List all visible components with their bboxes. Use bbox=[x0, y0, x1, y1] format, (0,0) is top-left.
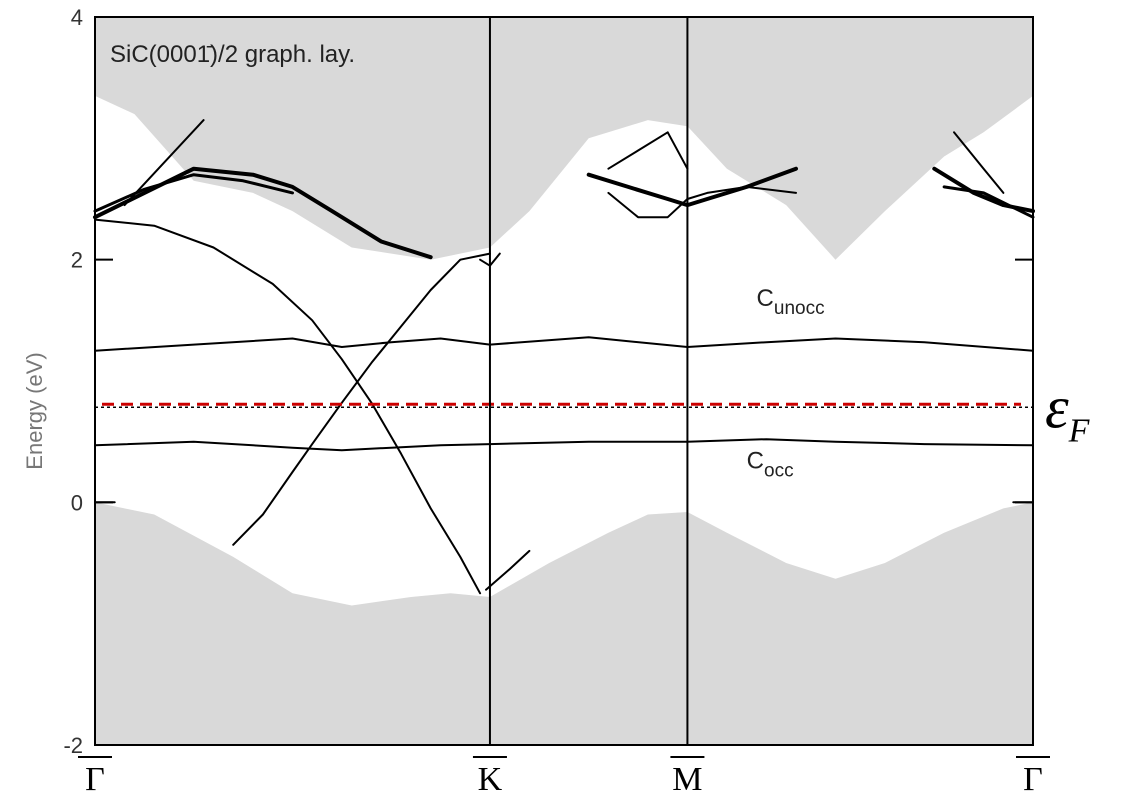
k-point-label: Γ bbox=[85, 761, 105, 798]
band-line-12 bbox=[607, 191, 689, 219]
axes bbox=[94, 16, 1034, 746]
band-line-15 bbox=[942, 185, 1035, 219]
band-annotation: Cunocc bbox=[757, 285, 825, 319]
band-line-6 bbox=[93, 173, 294, 213]
band-line-5 bbox=[93, 166, 433, 260]
band-line-13 bbox=[686, 185, 797, 200]
band-annotation: Cocc bbox=[747, 447, 794, 481]
y-axis-label: Energy (eV) bbox=[22, 352, 47, 469]
fermi-level-lines bbox=[95, 402, 1033, 409]
y-tick-label: 4 bbox=[71, 5, 83, 30]
k-point-label: K bbox=[478, 761, 503, 798]
band-line-14 bbox=[932, 166, 1035, 214]
chart-title: SiC(0001̄)/2 graph. lay. bbox=[110, 41, 355, 68]
k-point-label: Γ bbox=[1023, 761, 1043, 798]
band-annotation-sub: occ bbox=[764, 460, 794, 481]
fermi-level-label: εF bbox=[1045, 374, 1091, 449]
y-tick-label: 0 bbox=[71, 490, 83, 515]
conduction-continuum bbox=[95, 17, 1033, 260]
band-line-8 bbox=[485, 549, 531, 591]
band-annotation-sub: unocc bbox=[774, 298, 825, 319]
band-line-16 bbox=[953, 131, 1005, 194]
y-tick-label: 2 bbox=[71, 248, 83, 273]
band-line-4 bbox=[232, 252, 491, 546]
y-tick-label: -2 bbox=[63, 733, 83, 758]
k-point-label: M bbox=[672, 761, 702, 798]
band-line-7 bbox=[123, 119, 205, 207]
projected-bulk-bands bbox=[95, 17, 1033, 745]
valence-continuum bbox=[95, 502, 1033, 745]
y-ticks: -2 0 2 4 bbox=[63, 5, 1033, 758]
band-line-2 bbox=[94, 438, 1034, 452]
plot-frame bbox=[94, 16, 1034, 746]
band-line-1 bbox=[94, 336, 1034, 352]
band-line-11 bbox=[607, 131, 689, 170]
band-line-3 bbox=[94, 218, 482, 595]
fermi-level-label-sub: F bbox=[1068, 412, 1091, 449]
